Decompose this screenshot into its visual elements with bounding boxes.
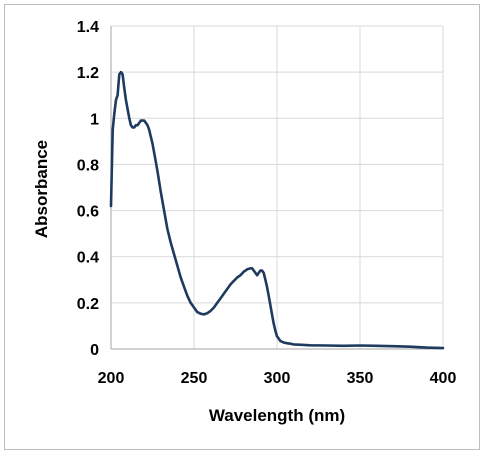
x-tick-label: 250 — [181, 370, 208, 387]
chart-frame — [4, 4, 480, 450]
y-axis-label: Absorbance — [32, 140, 51, 238]
y-tick-label: 0.8 — [77, 157, 99, 174]
absorbance-series-line — [109, 70, 445, 350]
y-tick-label: 0.4 — [77, 250, 99, 267]
y-tick-label: 0.6 — [77, 204, 99, 221]
y-tick-label: 0.2 — [77, 296, 99, 313]
x-tick-labels: 200 250 300 350 400 — [98, 370, 457, 387]
gridlines — [111, 25, 444, 349]
y-tick-label: 1.2 — [77, 65, 99, 82]
x-tick-label: 400 — [430, 370, 457, 387]
y-tick-label: 1 — [90, 111, 99, 128]
y-tick-labels: 0 0.2 0.4 0.6 0.8 1 1.2 1.4 — [77, 19, 99, 359]
x-tick-label: 300 — [264, 370, 291, 387]
series-group — [109, 70, 445, 350]
x-tick-label: 350 — [347, 370, 374, 387]
y-tick-label: 1.4 — [77, 19, 99, 36]
x-tick-label: 200 — [98, 370, 125, 387]
y-tick-label: 0 — [90, 342, 99, 359]
x-axis-label: Wavelength (nm) — [209, 406, 345, 425]
